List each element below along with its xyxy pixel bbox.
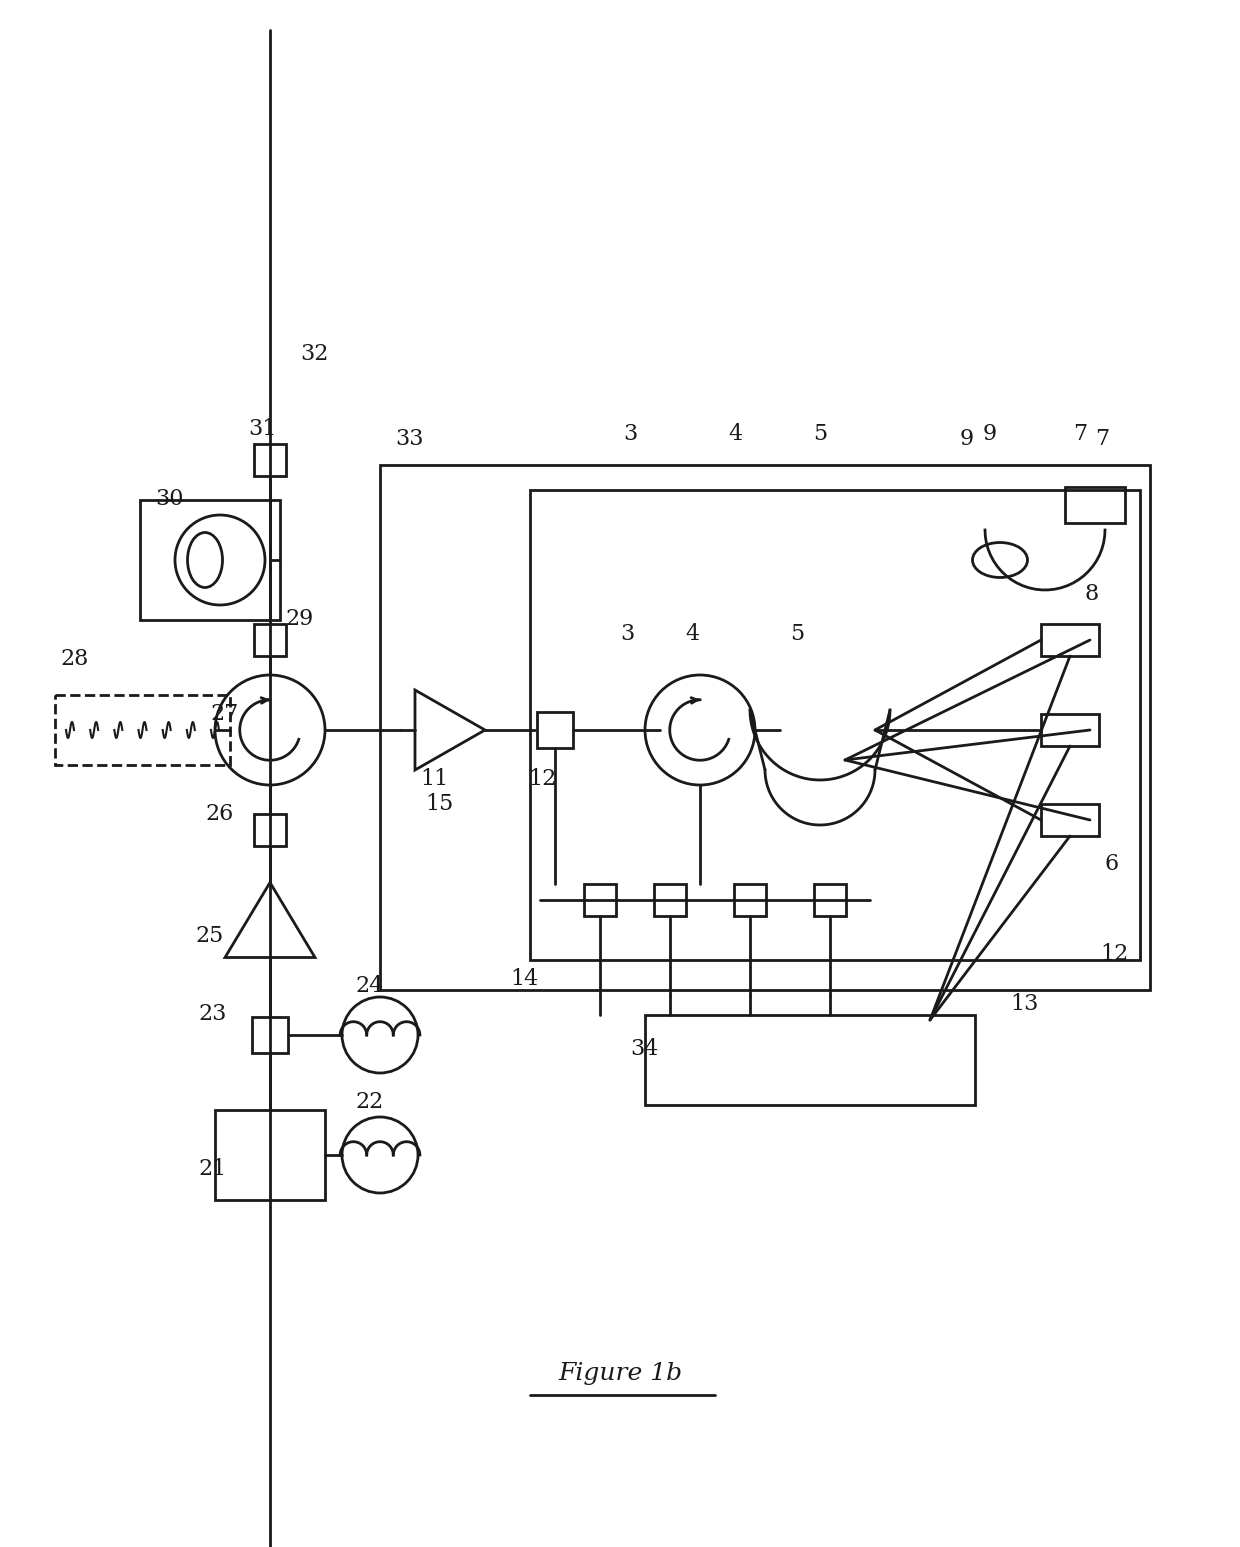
Bar (215, 1111, 325, 1200)
Text: 4: 4 (684, 623, 699, 645)
Bar (645, 1015, 975, 1105)
Text: 3: 3 (620, 623, 634, 645)
Bar (1042, 715, 1099, 746)
Text: 32: 32 (300, 343, 329, 365)
Bar (537, 712, 573, 749)
Text: 5: 5 (813, 422, 827, 446)
Text: 4: 4 (728, 422, 742, 446)
Text: 24: 24 (355, 975, 383, 996)
Text: 3: 3 (622, 422, 637, 446)
Text: Figure 1b: Figure 1b (558, 1361, 682, 1385)
Bar (254, 444, 286, 476)
Text: 14: 14 (510, 968, 538, 990)
Bar (653, 883, 686, 916)
Text: 23: 23 (198, 1002, 227, 1026)
Bar (252, 1016, 288, 1054)
Bar (529, 490, 1140, 961)
Bar (1042, 804, 1099, 835)
Bar (379, 466, 1149, 990)
Text: 9: 9 (960, 429, 975, 450)
Text: 28: 28 (60, 648, 88, 670)
Bar (1065, 487, 1125, 523)
Text: 12: 12 (1100, 944, 1128, 965)
Bar (584, 883, 616, 916)
Bar (254, 814, 286, 846)
Text: 33: 33 (396, 429, 424, 450)
Text: 5: 5 (790, 623, 804, 645)
Bar (55, 695, 229, 766)
Bar (140, 500, 280, 620)
Text: 22: 22 (355, 1091, 383, 1112)
Text: 8: 8 (1085, 583, 1099, 605)
Text: 34: 34 (630, 1038, 658, 1060)
Text: 30: 30 (155, 487, 184, 511)
Bar (1042, 623, 1099, 656)
Text: 11: 11 (420, 767, 448, 791)
Text: 15: 15 (425, 794, 454, 815)
Text: 31: 31 (248, 418, 277, 439)
Text: 7: 7 (1095, 429, 1109, 450)
Text: 13: 13 (1011, 993, 1038, 1015)
Text: 27: 27 (210, 702, 238, 726)
Text: 25: 25 (195, 925, 223, 947)
Bar (813, 883, 846, 916)
Bar (734, 883, 766, 916)
Text: 7: 7 (1073, 422, 1087, 446)
Text: 21: 21 (198, 1159, 226, 1180)
Text: 9: 9 (983, 422, 997, 446)
Text: 26: 26 (205, 803, 233, 825)
Bar (254, 623, 286, 656)
Text: 12: 12 (528, 767, 557, 791)
Text: 6: 6 (1105, 852, 1120, 876)
Text: 29: 29 (285, 608, 314, 630)
